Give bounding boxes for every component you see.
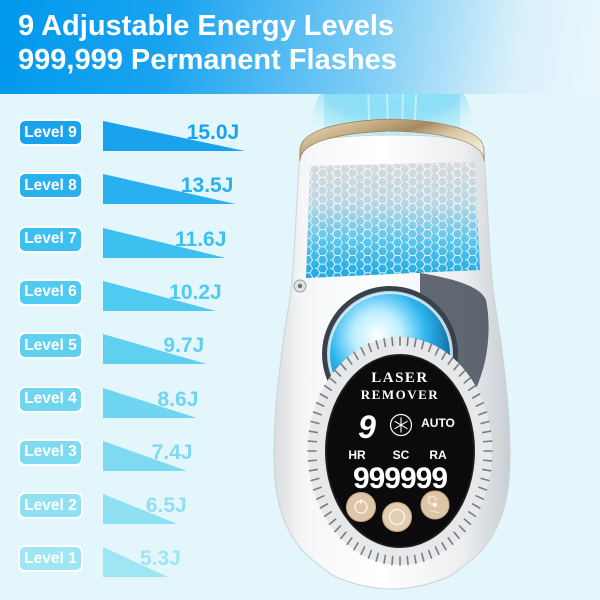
svg-text:REMOVER: REMOVER xyxy=(361,387,439,402)
svg-text:SC: SC xyxy=(393,448,410,462)
svg-text:HR: HR xyxy=(348,448,366,462)
svg-text:9: 9 xyxy=(358,409,376,445)
svg-text:LASER: LASER xyxy=(371,370,429,386)
svg-text:999999: 999999 xyxy=(353,462,447,495)
svg-text:RA: RA xyxy=(429,448,447,462)
svg-text:AUTO: AUTO xyxy=(421,416,455,430)
